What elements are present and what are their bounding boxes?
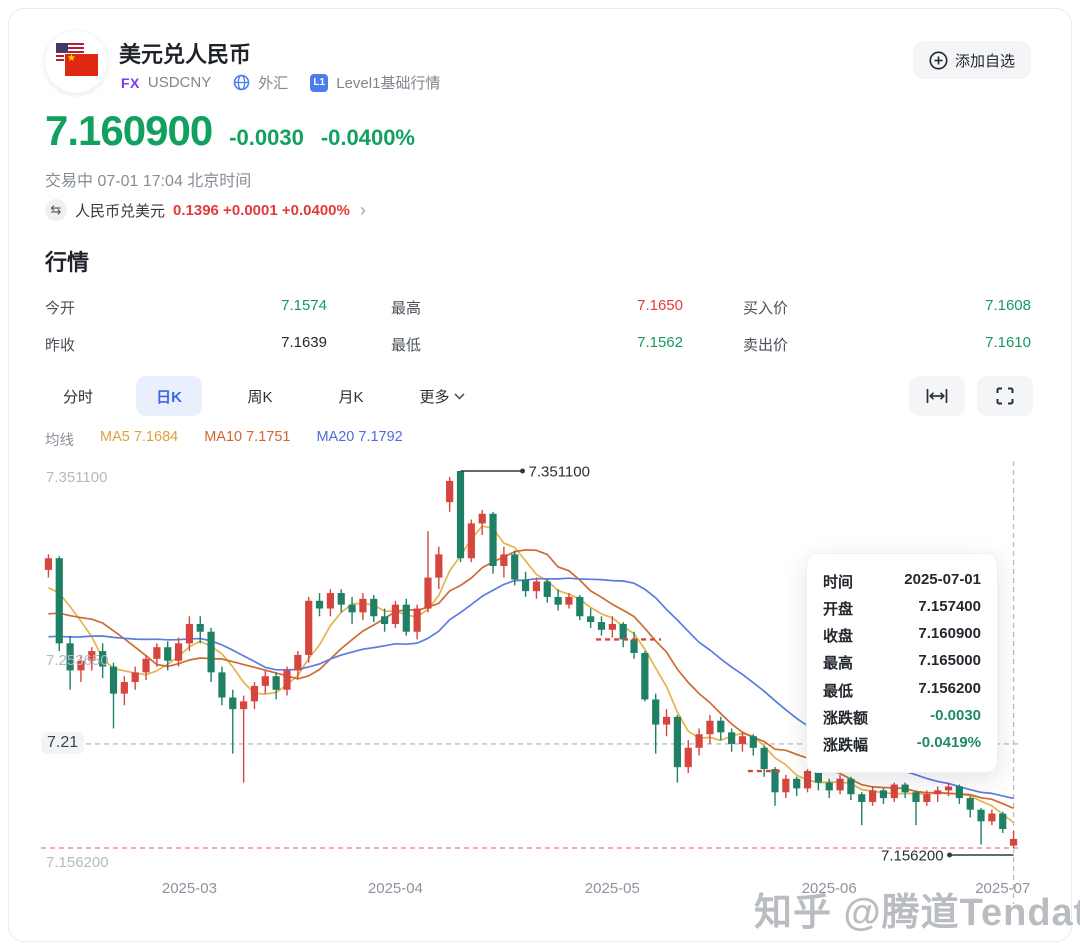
quote-card: 美元兑人民币 FX USDCNY 外汇 L1 Level1基础行情 添加自选 7… — [8, 8, 1080, 942]
svg-text:7.351100: 7.351100 — [529, 464, 590, 481]
ma20-value: MA20 7.1792 — [316, 429, 403, 445]
ma10-value: MA10 7.1751 — [204, 429, 291, 445]
inverse-pair-link[interactable]: ⇆ 人民币兑美元 0.1396 +0.0001 +0.0400% › — [45, 199, 366, 221]
tooltip-label: 涨跌额 — [823, 709, 869, 727]
tooltip-label: 时间 — [823, 574, 854, 591]
quote-value: 7.1574 — [281, 297, 327, 314]
x-axis-label: 2025-03 — [161, 880, 217, 897]
tooltip-value: 7.165000 — [918, 652, 981, 670]
chart-canvas[interactable]: 7.351100 7.156200 — [41, 456, 1021, 906]
symbol-badges: FX USDCNY 外汇 L1 Level1基础行情 — [121, 72, 440, 93]
chevron-right-icon: › — [359, 199, 366, 220]
fx-badge: FX — [121, 74, 140, 91]
china-flag-icon — [65, 53, 98, 76]
x-axis-label: 2025-06 — [801, 880, 857, 897]
quote-label: 昨收 — [45, 337, 76, 354]
usdcny-flag-icon — [45, 31, 107, 93]
quote-row: 昨收 7.1639 最低 7.1562 卖出价 7.1610 — [45, 334, 1033, 355]
tooltip-value: -0.0030 — [930, 706, 981, 724]
y-axis-label: 7.156200 — [46, 854, 109, 871]
candle-tooltip: 时间 2025-07-01 开盘 7.157400 收盘 7.160900 最高 7.1… — [806, 553, 998, 773]
inverse-pair-label: 人民币兑美元 — [75, 202, 166, 220]
chevron-down-icon — [453, 392, 465, 400]
add-watchlist-button[interactable]: 添加自选 — [912, 41, 1031, 79]
quote-label: 今开 — [45, 300, 76, 317]
tab-monthly-k[interactable]: 月K — [338, 388, 364, 406]
quote-label: 最低 — [391, 337, 422, 354]
quote-label: 卖出价 — [743, 337, 789, 354]
fullscreen-icon — [996, 387, 1014, 405]
ma-legend-label: 均线 — [45, 433, 74, 449]
swap-icon: ⇆ — [45, 199, 67, 221]
tooltip-value: 7.157400 — [918, 598, 981, 616]
range-adjust-button[interactable] — [909, 376, 965, 416]
quote-value: 7.1610 — [985, 334, 1031, 351]
price-change-pct: -0.0400% — [320, 125, 415, 150]
globe-icon — [233, 74, 250, 91]
x-axis-label: 2025-07 — [975, 880, 1031, 897]
symbol-code: USDCNY — [147, 74, 212, 91]
y-axis-label: 7.351100 — [46, 469, 108, 486]
add-watchlist-label: 添加自选 — [954, 52, 1015, 70]
quote-value: 7.1650 — [637, 297, 683, 314]
more-label: 更多 — [419, 388, 450, 406]
section-title-quote: 行情 — [45, 250, 90, 275]
tooltip-label: 最低 — [823, 682, 854, 700]
tab-daily-k[interactable]: 日K — [136, 376, 202, 416]
tooltip-value: -0.0419% — [916, 733, 981, 751]
tooltip-label: 涨跌幅 — [823, 736, 869, 754]
tooltip-value: 2025-07-01 — [904, 571, 981, 588]
tooltip-label: 开盘 — [823, 601, 854, 619]
quote-value: 7.1608 — [985, 297, 1031, 314]
tooltip-label: 最高 — [823, 655, 854, 673]
chart-toolbar: 分时 日K 周K 月K 更多 — [45, 376, 1033, 416]
tab-timeline[interactable]: 分时 — [62, 388, 93, 406]
inverse-pair-quote: 0.1396 +0.0001 +0.0400% — [173, 201, 350, 219]
tab-weekly-k[interactable]: 周K — [247, 388, 273, 406]
level1-icon: L1 — [310, 73, 329, 92]
tooltip-value: 7.156200 — [918, 679, 981, 697]
ma-legend: 均线 MA5 7.1684 MA10 7.1751 MA20 7.1792 — [45, 429, 403, 450]
last-price: 7.160900 — [45, 107, 213, 154]
plus-circle-icon — [929, 51, 948, 69]
price-row: 7.160900 -0.0030 -0.0400% — [45, 107, 415, 155]
horizontal-range-icon — [926, 389, 948, 403]
page-title: 美元兑人民币 — [119, 42, 252, 67]
quote-label: 买入价 — [743, 300, 789, 317]
market-badge: 外汇 — [258, 75, 289, 92]
quote-value: 7.1639 — [281, 334, 327, 351]
crosshair-price-label: 7.21 — [41, 731, 85, 754]
quote-label: 最高 — [391, 300, 422, 317]
more-dropdown[interactable]: 更多 — [409, 376, 475, 416]
candlestick-chart[interactable]: 7.351100 7.156200 7.351100 7.253650 7.15620… — [41, 456, 1080, 934]
svg-text:7.156200: 7.156200 — [881, 848, 944, 865]
x-axis-label: 2025-05 — [584, 880, 640, 897]
price-change: -0.0030 — [229, 125, 304, 150]
tooltip-label: 收盘 — [823, 628, 854, 646]
level-badge: Level1基础行情 — [336, 75, 441, 92]
quote-row: 今开 7.1574 最高 7.1650 买入价 7.1608 — [45, 297, 1033, 318]
x-axis-label: 2025-04 — [367, 880, 423, 897]
y-axis-label: 7.253650 — [46, 651, 109, 669]
ma5-value: MA5 7.1684 — [100, 429, 179, 445]
tooltip-value: 7.160900 — [918, 625, 981, 643]
quote-value: 7.1562 — [637, 334, 683, 351]
fullscreen-button[interactable] — [977, 376, 1033, 416]
trading-status: 交易中 07-01 17:04 北京时间 — [45, 173, 252, 190]
